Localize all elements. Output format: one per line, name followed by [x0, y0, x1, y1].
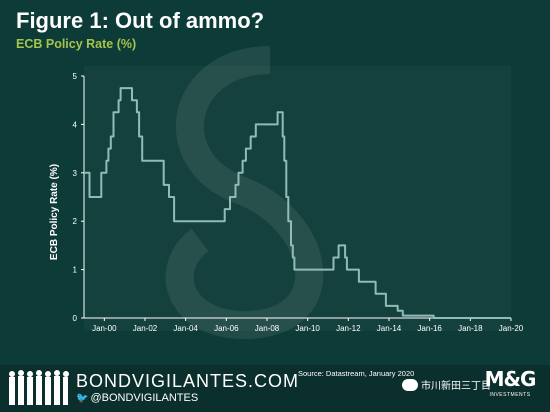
series-layer: [84, 87, 511, 319]
x-tick-label: Jan-06: [214, 324, 239, 333]
y-tick-label: 5: [73, 72, 78, 81]
axes: 0 1 2 3 4 5 Jan-00 Jan-02 Jan-04 Jan-06 Jan-08 Jan-…: [73, 72, 524, 333]
wechat-icon: [402, 378, 418, 391]
series-line-ecb-policy-rate: [84, 87, 511, 319]
mg-investments-logo: M&G INVESTMENTS: [476, 366, 544, 406]
y-tick-label: 0: [73, 314, 78, 323]
mg-logo-text: M&G: [484, 367, 537, 391]
twitter-handle[interactable]: 🐦 @BONDVIGILANTES: [76, 392, 198, 404]
y-tick-label: 4: [73, 120, 78, 129]
x-tick-label: Jan-00: [92, 324, 117, 333]
footer-bar: [0, 365, 550, 412]
people-silhouettes-logo: [9, 370, 69, 405]
plot-area: [84, 66, 511, 331]
x-tick-label: Jan-04: [173, 324, 198, 333]
y-axis-label: ECB Policy Rate (%): [49, 164, 60, 260]
wechat-text: 市川新田三丁目: [421, 381, 491, 392]
source-note: Source: Datastream, January 2020: [298, 369, 415, 378]
x-tick-label: Jan-14: [377, 324, 402, 333]
y-tick-label: 1: [73, 266, 78, 275]
chart-subtitle: ECB Policy Rate (%): [16, 37, 137, 51]
x-tick-label: Jan-12: [336, 324, 361, 333]
chart-title: Figure 1: Out of ammo?: [16, 8, 265, 33]
twitter-icon: 🐦: [76, 393, 89, 404]
y-tick-label: 3: [73, 169, 78, 178]
twitter-handle-text: @BONDVIGILANTES: [90, 392, 199, 404]
x-tick-label: Jan-02: [133, 324, 158, 333]
y-tick-label: 2: [73, 217, 78, 226]
x-tick-label: Jan-16: [417, 324, 442, 333]
wechat-watermark: 市川新田三丁目: [402, 377, 491, 392]
x-tick-label: Jan-08: [255, 324, 280, 333]
x-tick-label: Jan-18: [458, 324, 483, 333]
x-tick-label: Jan-20: [499, 324, 524, 333]
mg-logo-subtext: INVESTMENTS: [489, 392, 531, 398]
x-tick-label: Jan-10: [295, 324, 320, 333]
brand-name[interactable]: BONDVIGILANTES.COM: [76, 371, 300, 391]
